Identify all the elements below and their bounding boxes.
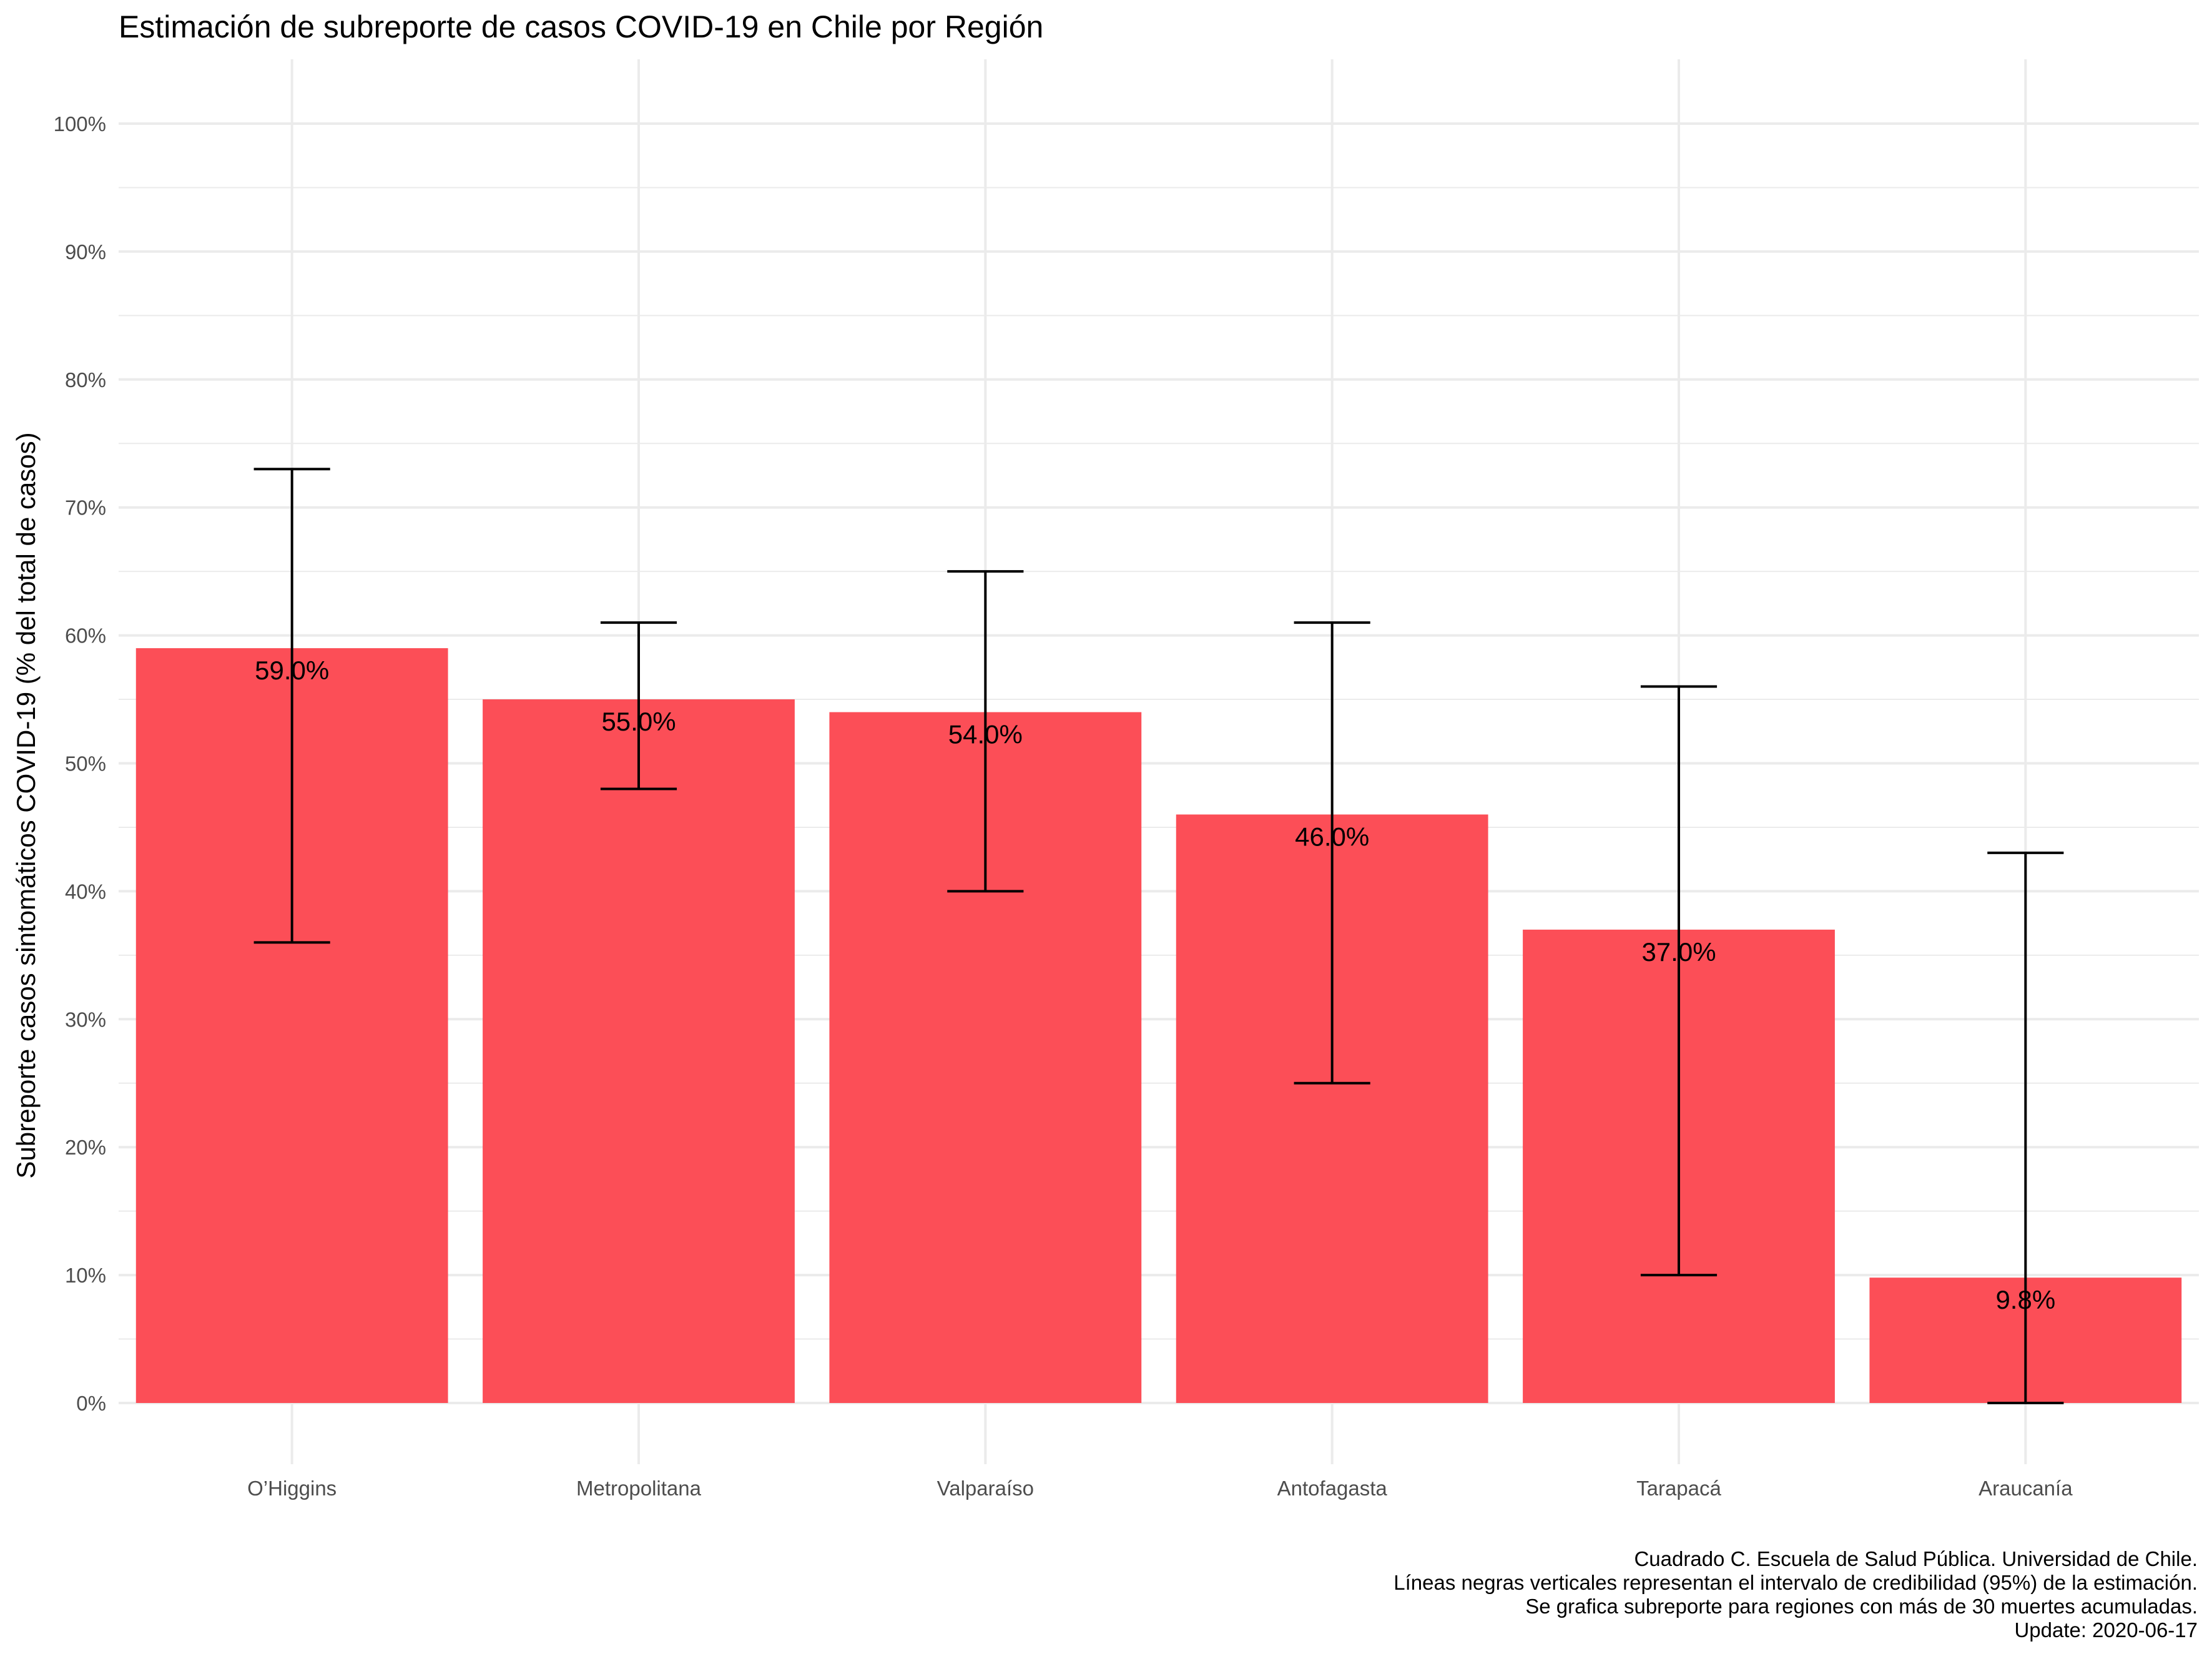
bar [483, 699, 795, 1403]
x-tick-label: Antofagasta [1277, 1477, 1388, 1500]
data-label: 55.0% [601, 707, 676, 736]
data-label: 9.8% [1995, 1285, 2055, 1314]
y-tick-label: 0% [76, 1392, 106, 1415]
chart-title: Estimación de subreporte de casos COVID-… [119, 9, 1043, 44]
error-bars [253, 468, 2064, 1404]
x-tick-label: Valparaíso [937, 1477, 1034, 1500]
caption-line: Se grafica subreporte para regiones con … [1525, 1595, 2198, 1618]
data-labels: 59.0% 55.0% 54.0% 46.0% 37.0% 9.8% [255, 656, 2055, 1314]
x-tick-label: Tarapacá [1636, 1477, 1721, 1500]
y-tick-label: 100% [54, 112, 106, 135]
y-tick-label: 50% [65, 752, 106, 775]
error-bar [1987, 851, 2064, 1404]
y-tick-label: 30% [65, 1008, 106, 1031]
caption-line: Cuadrado C. Escuela de Salud Pública. Un… [1634, 1547, 2198, 1570]
y-tick-label: 20% [65, 1136, 106, 1159]
error-bar [947, 570, 1024, 893]
caption-line: Update: 2020-06-17 [2014, 1618, 2198, 1642]
bars [135, 648, 2182, 1403]
x-tick-label: O’Higgins [247, 1477, 337, 1500]
y-tick-label: 40% [65, 880, 106, 903]
error-bar [1640, 685, 1718, 1277]
error-bar [1294, 621, 1370, 1085]
error-bar [600, 621, 677, 790]
y-axis-label: Subreporte casos sintomáticos COVID-19 (… [11, 432, 41, 1178]
x-tick-label: Araucanía [1979, 1477, 2073, 1500]
y-tick-label: 70% [65, 496, 106, 519]
caption-line: Líneas negras verticales representan el … [1394, 1571, 2198, 1594]
error-bar [253, 468, 330, 944]
x-tick-label: Metropolitana [576, 1477, 702, 1500]
caption: Cuadrado C. Escuela de Salud Pública. Un… [1394, 1547, 2198, 1642]
x-axis-ticks: O’Higgins Metropolitana Valparaíso Antofaga… [247, 1477, 2073, 1500]
y-tick-label: 80% [65, 368, 106, 391]
data-label: 54.0% [948, 720, 1023, 749]
data-label: 59.0% [255, 656, 329, 685]
y-tick-label: 60% [65, 624, 106, 647]
y-axis-ticks: 0% 10% 20% 30% 40% 50% 60% 70% 80% 90% 100% [54, 112, 106, 1415]
y-tick-label: 10% [65, 1264, 106, 1287]
data-label: 46.0% [1295, 822, 1369, 851]
data-label: 37.0% [1641, 937, 1716, 967]
y-tick-label: 90% [65, 240, 106, 263]
